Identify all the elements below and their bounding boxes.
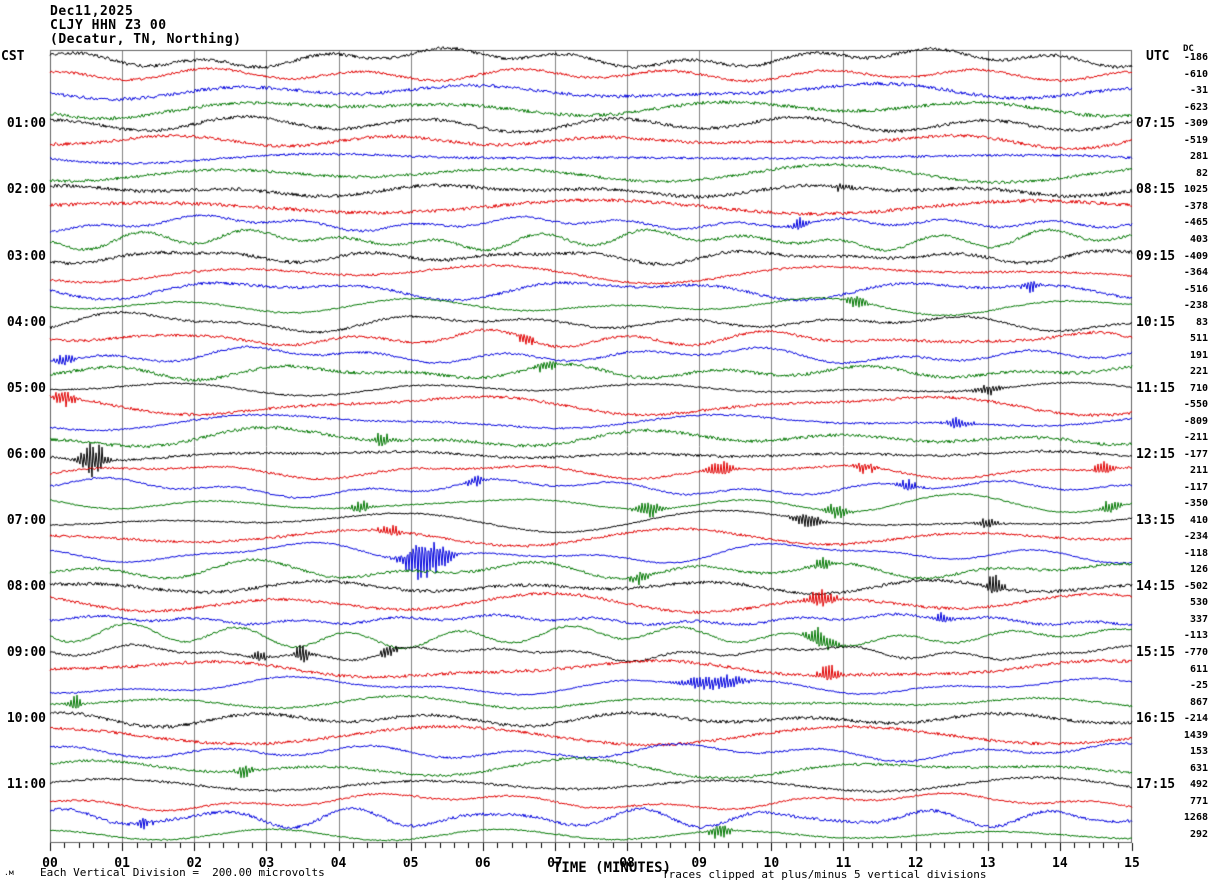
x-axis-tick-label: 12	[907, 856, 924, 871]
dc-offset-value: -623	[1183, 101, 1208, 113]
x-axis-tick-label: 10	[763, 856, 780, 871]
utc-hour-label: 10:15	[1136, 314, 1176, 330]
dc-offset-value: -113	[1183, 630, 1208, 642]
dc-offset-value: 153	[1189, 746, 1208, 758]
dc-offset-value: -550	[1183, 399, 1208, 411]
x-axis-tick-label: 00	[42, 856, 58, 871]
dc-offset-value: -378	[1183, 200, 1208, 212]
dc-offset-value: -238	[1183, 300, 1208, 312]
utc-hour-label: 13:15	[1136, 512, 1176, 528]
x-axis-title: TIME (MINUTES)	[553, 860, 672, 876]
footer-clipping-note: Traces clipped at plus/minus 5 vertical …	[662, 868, 987, 881]
utc-hour-label: 14:15	[1136, 578, 1176, 594]
dc-offset-value: 867	[1189, 696, 1208, 708]
dc-offset-value: 83	[1195, 316, 1208, 328]
x-axis-tick-label: 04	[330, 856, 347, 871]
dc-offset-value: -465	[1183, 217, 1208, 229]
watermark-glyph: .м	[4, 868, 14, 877]
dc-offset-column-label: DC	[1183, 44, 1194, 54]
dc-offset-value: 492	[1189, 779, 1208, 791]
left-timezone-label: CST	[1, 49, 25, 64]
x-axis-tick-label: 13	[979, 856, 996, 871]
x-axis-tick-label: 09	[691, 856, 708, 871]
x-axis-tick-label: 02	[186, 856, 203, 871]
cst-hour-label: 08:00	[6, 578, 46, 594]
dc-offset-value: -31	[1189, 85, 1208, 97]
x-axis-tick-label: 07	[547, 856, 563, 871]
dc-offset-value: 710	[1189, 382, 1208, 394]
x-axis-tick-label: 03	[258, 856, 275, 871]
x-axis-tick-label: 01	[114, 856, 130, 871]
dc-offset-value: -214	[1183, 713, 1208, 725]
dc-offset-value: -502	[1183, 580, 1208, 592]
dc-offset-value: -177	[1183, 448, 1208, 460]
x-axis-tick-label: 05	[402, 856, 419, 871]
cst-hour-label: 05:00	[6, 380, 46, 396]
dc-offset-value: -516	[1183, 283, 1208, 295]
dc-offset-value: 410	[1189, 514, 1208, 526]
cst-hour-label: 06:00	[6, 446, 46, 462]
dc-offset-value: -809	[1183, 415, 1208, 427]
cst-hour-label: 03:00	[6, 248, 46, 264]
utc-hour-label: 11:15	[1136, 380, 1176, 396]
header-station-code: CLJY HHN Z3 00	[50, 18, 167, 33]
dc-offset-value: -770	[1183, 647, 1208, 658]
dc-offset-value: 631	[1189, 762, 1208, 774]
x-axis-tick-label: 11	[835, 856, 852, 871]
cst-hour-label: 01:00	[6, 116, 46, 132]
right-timezone-label: UTC	[1146, 49, 1170, 64]
header-date: Dec11,2025	[50, 4, 134, 19]
cst-hour-label: 10:00	[6, 711, 46, 727]
dc-offset-value: -118	[1183, 547, 1208, 559]
utc-hour-label: 16:15	[1136, 711, 1176, 727]
utc-hour-label: 07:15	[1136, 116, 1176, 132]
cst-hour-label: 11:00	[6, 777, 46, 793]
x-axis-tick-label: 15	[1124, 856, 1140, 871]
dc-offset-value: -409	[1183, 250, 1208, 262]
dc-offset-value: 611	[1189, 663, 1208, 675]
dc-offset-value: -186	[1183, 52, 1208, 64]
x-axis-tick-label: 08	[619, 856, 635, 871]
dc-offset-value: 191	[1189, 349, 1208, 361]
dc-offset-value: -117	[1183, 481, 1208, 493]
dc-offset-value: 530	[1189, 597, 1208, 609]
utc-hour-label: 09:15	[1136, 248, 1176, 264]
dc-offset-value: 1025	[1183, 184, 1208, 196]
cst-hour-label: 04:00	[6, 314, 46, 330]
cst-hour-label: 02:00	[6, 182, 46, 198]
footer-vertical-division-note: Each Vertical Division = 200.00 microvol…	[40, 866, 325, 879]
dc-offset-value: 281	[1189, 151, 1208, 163]
dc-offset-value: 82	[1195, 167, 1208, 179]
dc-offset-value: -519	[1183, 134, 1208, 146]
dc-offset-value: 771	[1189, 795, 1208, 807]
utc-hour-label: 17:15	[1136, 777, 1176, 793]
dc-offset-value: 1268	[1183, 812, 1208, 824]
dc-offset-value: 1439	[1183, 729, 1208, 741]
cst-hour-label: 09:00	[6, 645, 46, 660]
dc-offset-value: 337	[1189, 613, 1208, 625]
cst-hour-label: 07:00	[6, 512, 46, 528]
dc-offset-value: 292	[1189, 828, 1208, 840]
dc-offset-value: 126	[1189, 564, 1208, 576]
utc-hour-label: 08:15	[1136, 182, 1176, 198]
dc-offset-value: -610	[1183, 68, 1208, 80]
dc-offset-value: -211	[1183, 432, 1208, 444]
dc-offset-value: 511	[1189, 333, 1208, 345]
dc-offset-value: -350	[1183, 498, 1208, 510]
dc-offset-value: -364	[1183, 267, 1208, 279]
header-station-location: (Decatur, TN, Northing)	[50, 32, 242, 47]
dc-offset-value: 221	[1189, 366, 1208, 378]
dc-offset-value: -309	[1183, 118, 1208, 130]
x-axis-tick-label: 06	[474, 856, 491, 871]
utc-hour-label: 12:15	[1136, 446, 1176, 462]
dc-offset-value: -234	[1183, 531, 1208, 543]
dc-offset-value: 211	[1189, 465, 1208, 477]
dc-offset-value: 403	[1189, 233, 1208, 245]
dc-offset-value: -25	[1189, 680, 1208, 692]
utc-hour-label: 15:15	[1136, 645, 1176, 660]
x-axis-tick-label: 14	[1052, 856, 1068, 871]
